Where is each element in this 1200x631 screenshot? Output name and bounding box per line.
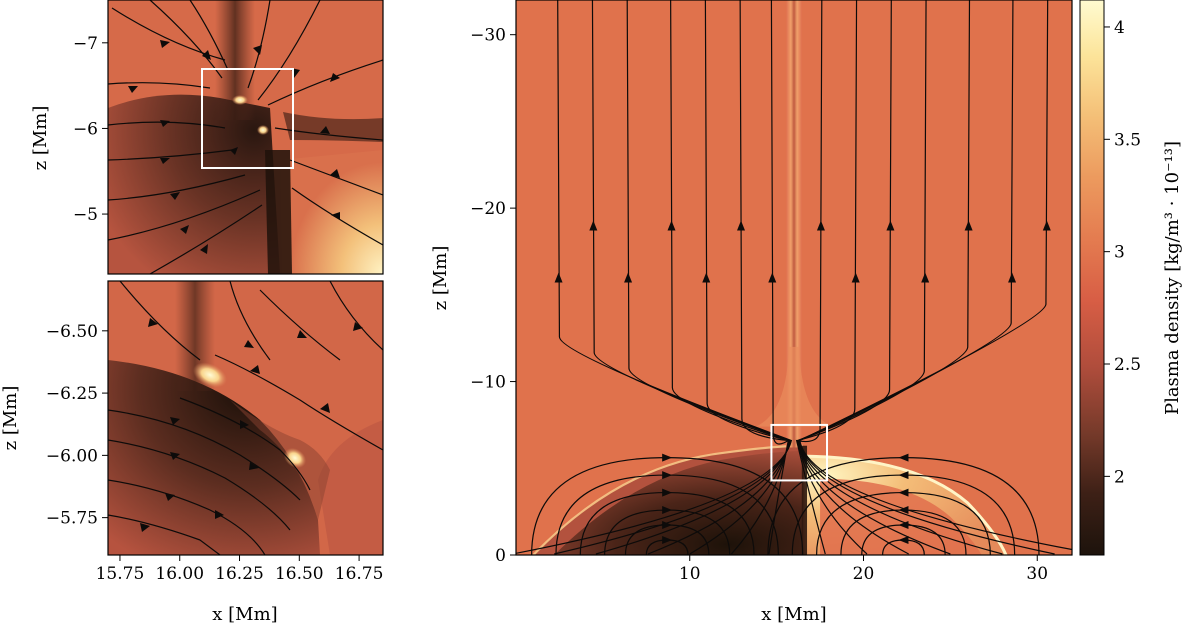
- main-y-tick-label: −10: [470, 373, 506, 393]
- field-line-arrow: [886, 220, 895, 231]
- zoom-bottom-x-axis: 15.75 16.00 16.25 16.50 16.75: [96, 555, 384, 584]
- field-line-arrow: [702, 272, 711, 283]
- field-line: [799, 0, 1072, 551]
- zoom-bottom-x-tick-label: 16.75: [335, 564, 384, 584]
- main-x-axis-label: x [Mm]: [761, 604, 826, 625]
- zoom-bottom-x-axis-label: x [Mm]: [212, 604, 277, 625]
- zoom-top-density-map: [108, 0, 383, 274]
- colorbar-tick-label: 3.5: [1114, 130, 1141, 150]
- field-line-arrow: [851, 272, 860, 283]
- field-line-arrow: [667, 220, 676, 231]
- zoom-top-y-axis-label: z [Mm]: [30, 106, 51, 171]
- closed-loop-arrow: [662, 488, 673, 497]
- zoom-bottom-panel: −5.75 −6.00 −6.25 −6.50 15.75 16.00 16.25 16.5…: [0, 280, 384, 625]
- colorbar-label: Plasma density [kg/m³ · 10⁻¹³]: [1162, 141, 1183, 415]
- zoom-region-box: [770, 423, 829, 482]
- colorbar-ticks: 2 2.5 3 3.5 4: [1104, 18, 1141, 487]
- zoom-bottom-y-tick-label: −5.75: [46, 509, 98, 529]
- colorbar-tick-label: 4: [1114, 18, 1125, 38]
- closed-loop-arrow: [898, 471, 909, 480]
- colorbar: 2 2.5 3 3.5 4 Plasma density [kg/m³ · 10⁻¹³]: [1079, 0, 1183, 556]
- colorbar-tick-label: 3: [1114, 243, 1125, 263]
- main-x-tick-label: 20: [853, 564, 875, 584]
- zoom-top-y-tick-label: −7: [73, 34, 98, 54]
- main-x-tick-label: 30: [1026, 564, 1048, 584]
- field-line-arrow: [589, 220, 598, 231]
- zoom-bottom-x-tick-label: 16.50: [275, 564, 324, 584]
- closed-loop-arrow: [662, 453, 673, 462]
- field-line-arrow: [1042, 220, 1051, 231]
- field-line-arrow: [964, 220, 973, 231]
- closed-loop-arrow: [662, 536, 673, 545]
- zoom-bottom-y-axis: −5.75 −6.00 −6.25 −6.50: [46, 322, 108, 529]
- main-y-tick-label: −30: [470, 26, 506, 46]
- main-x-axis: 10 20 30: [679, 555, 1048, 584]
- field-line-arrow: [1008, 272, 1017, 283]
- zoom-top-y-tick-label: −5: [73, 205, 98, 225]
- field-line-arrow: [624, 272, 633, 283]
- closed-loop-arrow: [662, 521, 673, 530]
- zoom-bottom-x-tick-label: 15.75: [96, 564, 145, 584]
- zoom-top-y-axis: −5 −6 −7: [73, 34, 108, 225]
- zoom-bottom-x-tick-label: 16.00: [155, 564, 204, 584]
- main-x-tick-label: 10: [679, 564, 701, 584]
- field-line-arrow: [816, 220, 825, 231]
- zoom-top-panel: −5 −6 −7 z [Mm]: [30, 0, 384, 275]
- closed-loop-arrow: [898, 506, 909, 515]
- zoom-bottom-x-tick-label: 16.25: [215, 564, 264, 584]
- closed-loop-arrow: [898, 453, 909, 462]
- closed-loop-arrow: [898, 488, 909, 497]
- field-line-arrow: [737, 220, 746, 231]
- zoom-bottom-y-axis-label: z [Mm]: [0, 386, 21, 451]
- zoom-bottom-y-tick-label: −6.25: [46, 384, 98, 404]
- colorbar-tick-label: 2.5: [1114, 355, 1141, 375]
- main-y-axis: 0 −10 −20 −30: [470, 26, 516, 566]
- zoom-bottom-y-tick-label: −6.00: [46, 446, 98, 466]
- zoom-bottom-density-map: [108, 281, 383, 555]
- field-lines: [516, 0, 1072, 555]
- main-panel: 0 −10 −20 −30 10 20 30 z [Mm] x [Mm]: [430, 0, 1073, 625]
- main-y-axis-label: z [Mm]: [430, 246, 451, 311]
- zoom-bottom-y-tick-label: −6.50: [46, 322, 98, 342]
- field-line-arrow: [921, 272, 930, 283]
- separatrix-dark-strip: [801, 445, 808, 555]
- closed-loop-arrow: [662, 506, 673, 515]
- current-sheet: [786, 0, 802, 448]
- closed-loop-arrow: [898, 521, 909, 530]
- main-y-tick-label: 0: [495, 546, 506, 566]
- current-sheet-flare: [755, 346, 833, 427]
- main-y-tick-label: −20: [470, 199, 506, 219]
- field-line-arrow: [554, 272, 563, 283]
- field-line-arrow: [768, 272, 777, 283]
- dense-loop-rim: [804, 454, 1008, 555]
- colorbar-gradient: [1079, 0, 1105, 556]
- closed-loop-arrow: [898, 536, 909, 545]
- closed-loop-arrow: [662, 471, 673, 480]
- zoom-top-y-tick-label: −6: [73, 119, 98, 139]
- colorbar-tick-label: 2: [1114, 467, 1125, 487]
- zoom-top-inner-box: [201, 68, 294, 169]
- cavity-core: [554, 450, 803, 555]
- main-density-map: [516, 0, 1072, 555]
